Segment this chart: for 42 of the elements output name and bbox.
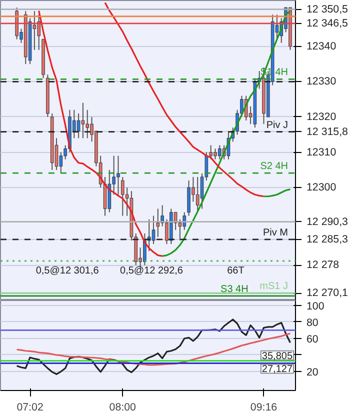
x-tick-label: 07:02 bbox=[16, 402, 44, 414]
annotation: 0,5@12 301,6 bbox=[36, 266, 100, 276]
ref-line-label: mS1 J bbox=[260, 281, 288, 292]
y-tick-label: 12 346,5 bbox=[306, 17, 348, 30]
x-tick-label: 09:16 bbox=[250, 402, 278, 414]
ref-line-label: Piv J bbox=[266, 120, 288, 131]
candlestick bbox=[37, 14, 41, 50]
y-tick-label: 12320 bbox=[306, 110, 336, 123]
line-series bbox=[16, 332, 292, 366]
ref-line-label: Piv M bbox=[263, 227, 288, 238]
y-tick-label: 12 270,1 bbox=[306, 287, 348, 300]
candlestick bbox=[209, 144, 213, 160]
annotation: 35,805 bbox=[262, 350, 293, 362]
candlestick bbox=[76, 112, 80, 139]
line-series bbox=[16, 318, 292, 375]
y-tick-label: 12 278 bbox=[306, 259, 340, 272]
y-tick-label: 12 315,8 bbox=[306, 126, 348, 138]
candlestick bbox=[81, 102, 85, 139]
y-tick-label: 20 bbox=[306, 366, 318, 379]
ref-line-label: S3 4H bbox=[220, 284, 248, 295]
y-tick-label: 12330 bbox=[306, 76, 336, 88]
y-tick-label: 12 290,3 bbox=[306, 216, 348, 228]
line-series bbox=[262, 188, 292, 198]
candlestick bbox=[152, 215, 156, 245]
candlestick bbox=[182, 212, 186, 230]
x-tick-label: 08:00 bbox=[109, 402, 136, 414]
y-tick-label: 12 285,3 bbox=[306, 233, 348, 246]
y-tick-label: 12340 bbox=[306, 40, 336, 52]
y-tick-label: 80 bbox=[306, 316, 318, 329]
candlestick bbox=[86, 109, 90, 139]
y-tick-label: 100 bbox=[306, 300, 324, 312]
ref-line-label: S2 4H bbox=[260, 161, 288, 172]
y-tick-label: 60 bbox=[306, 333, 318, 346]
annotation: 27,127 bbox=[262, 364, 293, 376]
annotation: 66T bbox=[227, 266, 244, 276]
candlestick bbox=[156, 208, 160, 238]
candlestick bbox=[196, 176, 200, 213]
candlestick bbox=[120, 176, 124, 216]
y-tick-label: 12 350,5 bbox=[306, 3, 348, 16]
annotation: 0,5@12 292,6 bbox=[120, 266, 184, 276]
y-tick-label: 12310 bbox=[306, 146, 336, 158]
y-tick-label: 12300 bbox=[306, 182, 336, 194]
